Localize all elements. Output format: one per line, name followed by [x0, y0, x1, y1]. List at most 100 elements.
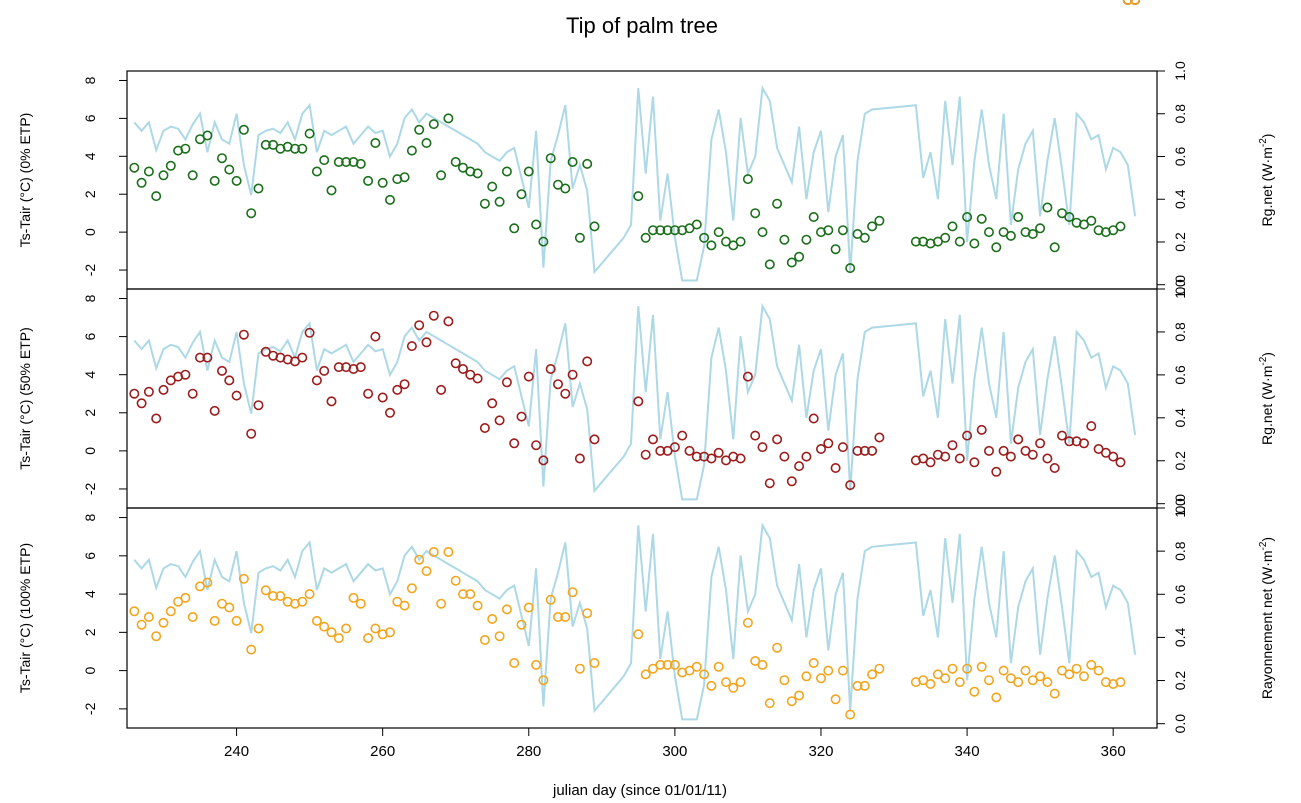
ts-point-1: [976, 424, 987, 435]
ts-point-1: [355, 362, 366, 373]
left-tick-label-0: 8: [82, 76, 98, 84]
left-tick-label-0: 6: [82, 114, 98, 122]
ts-point-2: [304, 589, 315, 600]
ts-point-1: [574, 453, 585, 464]
ts-point-2: [231, 615, 242, 626]
ts-point-0: [954, 236, 965, 247]
ts-point-0: [801, 234, 812, 245]
ts-point-2: [706, 680, 717, 691]
ts-point-1: [713, 447, 724, 458]
left-tick-label-1: 8: [82, 294, 98, 302]
ts-point-2: [487, 613, 498, 624]
ts-point-1: [969, 457, 980, 468]
ts-point-2: [823, 665, 834, 676]
ts-point-2: [355, 598, 366, 609]
ts-point-2: [764, 698, 775, 709]
ts-point-1: [363, 388, 374, 399]
ts-point-2: [151, 631, 162, 642]
ts-point-2: [436, 598, 447, 609]
right-tick-label-1: 1.0: [1172, 279, 1188, 299]
ts-point-1: [962, 430, 973, 441]
ts-point-2: [180, 592, 191, 603]
right-tick-label-2: 0.2: [1172, 671, 1188, 691]
ts-point-2: [574, 663, 585, 674]
ts-point-2: [669, 659, 680, 670]
ts-point-1: [392, 384, 403, 395]
ts-point-0: [487, 181, 498, 192]
ts-point-0: [1049, 242, 1060, 253]
ts-point-2: [370, 623, 381, 634]
panels-group: -2 0 2 4 6 8 0.0 0.2 0.4 0.6 0.8 1.0 Ts-Tair (°C) (0…: [17, 0, 1275, 733]
ts-point-1: [414, 320, 425, 331]
ts-point-1: [954, 453, 965, 464]
ts-point-1: [1005, 451, 1016, 462]
ts-point-1: [246, 428, 257, 439]
ts-point-0: [874, 215, 885, 226]
ts-point-1: [195, 352, 206, 363]
ts-point-1: [655, 445, 666, 456]
ts-point-2: [845, 709, 856, 720]
right-axis-name-0: Rg.net (W·m: [1259, 147, 1275, 226]
ts-point-2: [779, 675, 790, 686]
x-axis: 240 260 280 300 320 340 360: [224, 728, 1126, 760]
ts-point-1: [136, 398, 147, 409]
ts-point-0: [450, 157, 461, 168]
ts-point-1: [1057, 430, 1068, 441]
ts-point-0: [567, 157, 578, 168]
ts-point-2: [1013, 677, 1024, 688]
ts-point-2: [567, 587, 578, 598]
panel-frame-0: [126, 70, 1158, 290]
ts-point-0: [509, 223, 520, 234]
ts-point-0: [1086, 215, 1097, 226]
ts-point-2: [421, 566, 432, 577]
ts-point-2: [136, 619, 147, 630]
ts-point-2: [311, 615, 322, 626]
ts-point-2: [1035, 671, 1046, 682]
rg-net-line-0: [133, 84, 1137, 282]
ts-point-2: [428, 546, 439, 557]
ts-point-2: [1071, 663, 1082, 674]
ts-point-1: [794, 461, 805, 472]
ts-point-2: [662, 659, 673, 670]
right-tick-label-1: 0.2: [1172, 451, 1188, 471]
ts-point-1: [202, 352, 213, 363]
ts-point-2: [815, 673, 826, 684]
ts-point-0: [165, 160, 176, 171]
ts-point-0: [859, 232, 870, 243]
ts-point-1: [801, 451, 812, 462]
ts-point-0: [202, 130, 213, 141]
ts-point-0: [443, 113, 454, 124]
right-tick-label-0: 1.0: [1172, 61, 1188, 81]
ts-point-0: [735, 236, 746, 247]
ts-point-0: [1027, 229, 1038, 240]
ts-point-0: [983, 227, 994, 238]
ts-point-2: [1093, 665, 1104, 676]
ts-point-1: [531, 440, 542, 451]
ts-point-1: [750, 430, 761, 441]
ts-point-1: [450, 358, 461, 369]
ts-point-2: [333, 633, 344, 644]
ts-point-1: [567, 369, 578, 380]
left-tick-label-2: 8: [82, 513, 98, 521]
ts-point-2: [268, 590, 279, 601]
ts-point-1: [925, 457, 936, 468]
ts-point-1: [436, 384, 447, 395]
ts-point-1: [589, 434, 600, 445]
ts-point-1: [552, 379, 563, 390]
ts-point-1: [1108, 451, 1119, 462]
ts-point-0: [808, 212, 819, 223]
ts-point-0: [341, 157, 352, 168]
ts-point-0: [428, 119, 439, 130]
x-tick-label: 280: [516, 743, 541, 760]
ts-point-0: [662, 225, 673, 236]
ts-point-1: [1027, 449, 1038, 460]
ts-point-0: [699, 232, 710, 243]
right-axis-exponent-1: -2: [1258, 356, 1269, 365]
chart-title: Tip of palm tree: [566, 13, 718, 38]
panel-0: -2 0 2 4 6 8 0.0 0.2 0.4 0.6 0.8 1.0 Ts-Tair (°C) (0…: [17, 0, 1275, 294]
ts-point-1: [384, 407, 395, 418]
ts-point-2: [852, 680, 863, 691]
ts-point-1: [830, 462, 841, 473]
ts-point-0: [823, 225, 834, 236]
